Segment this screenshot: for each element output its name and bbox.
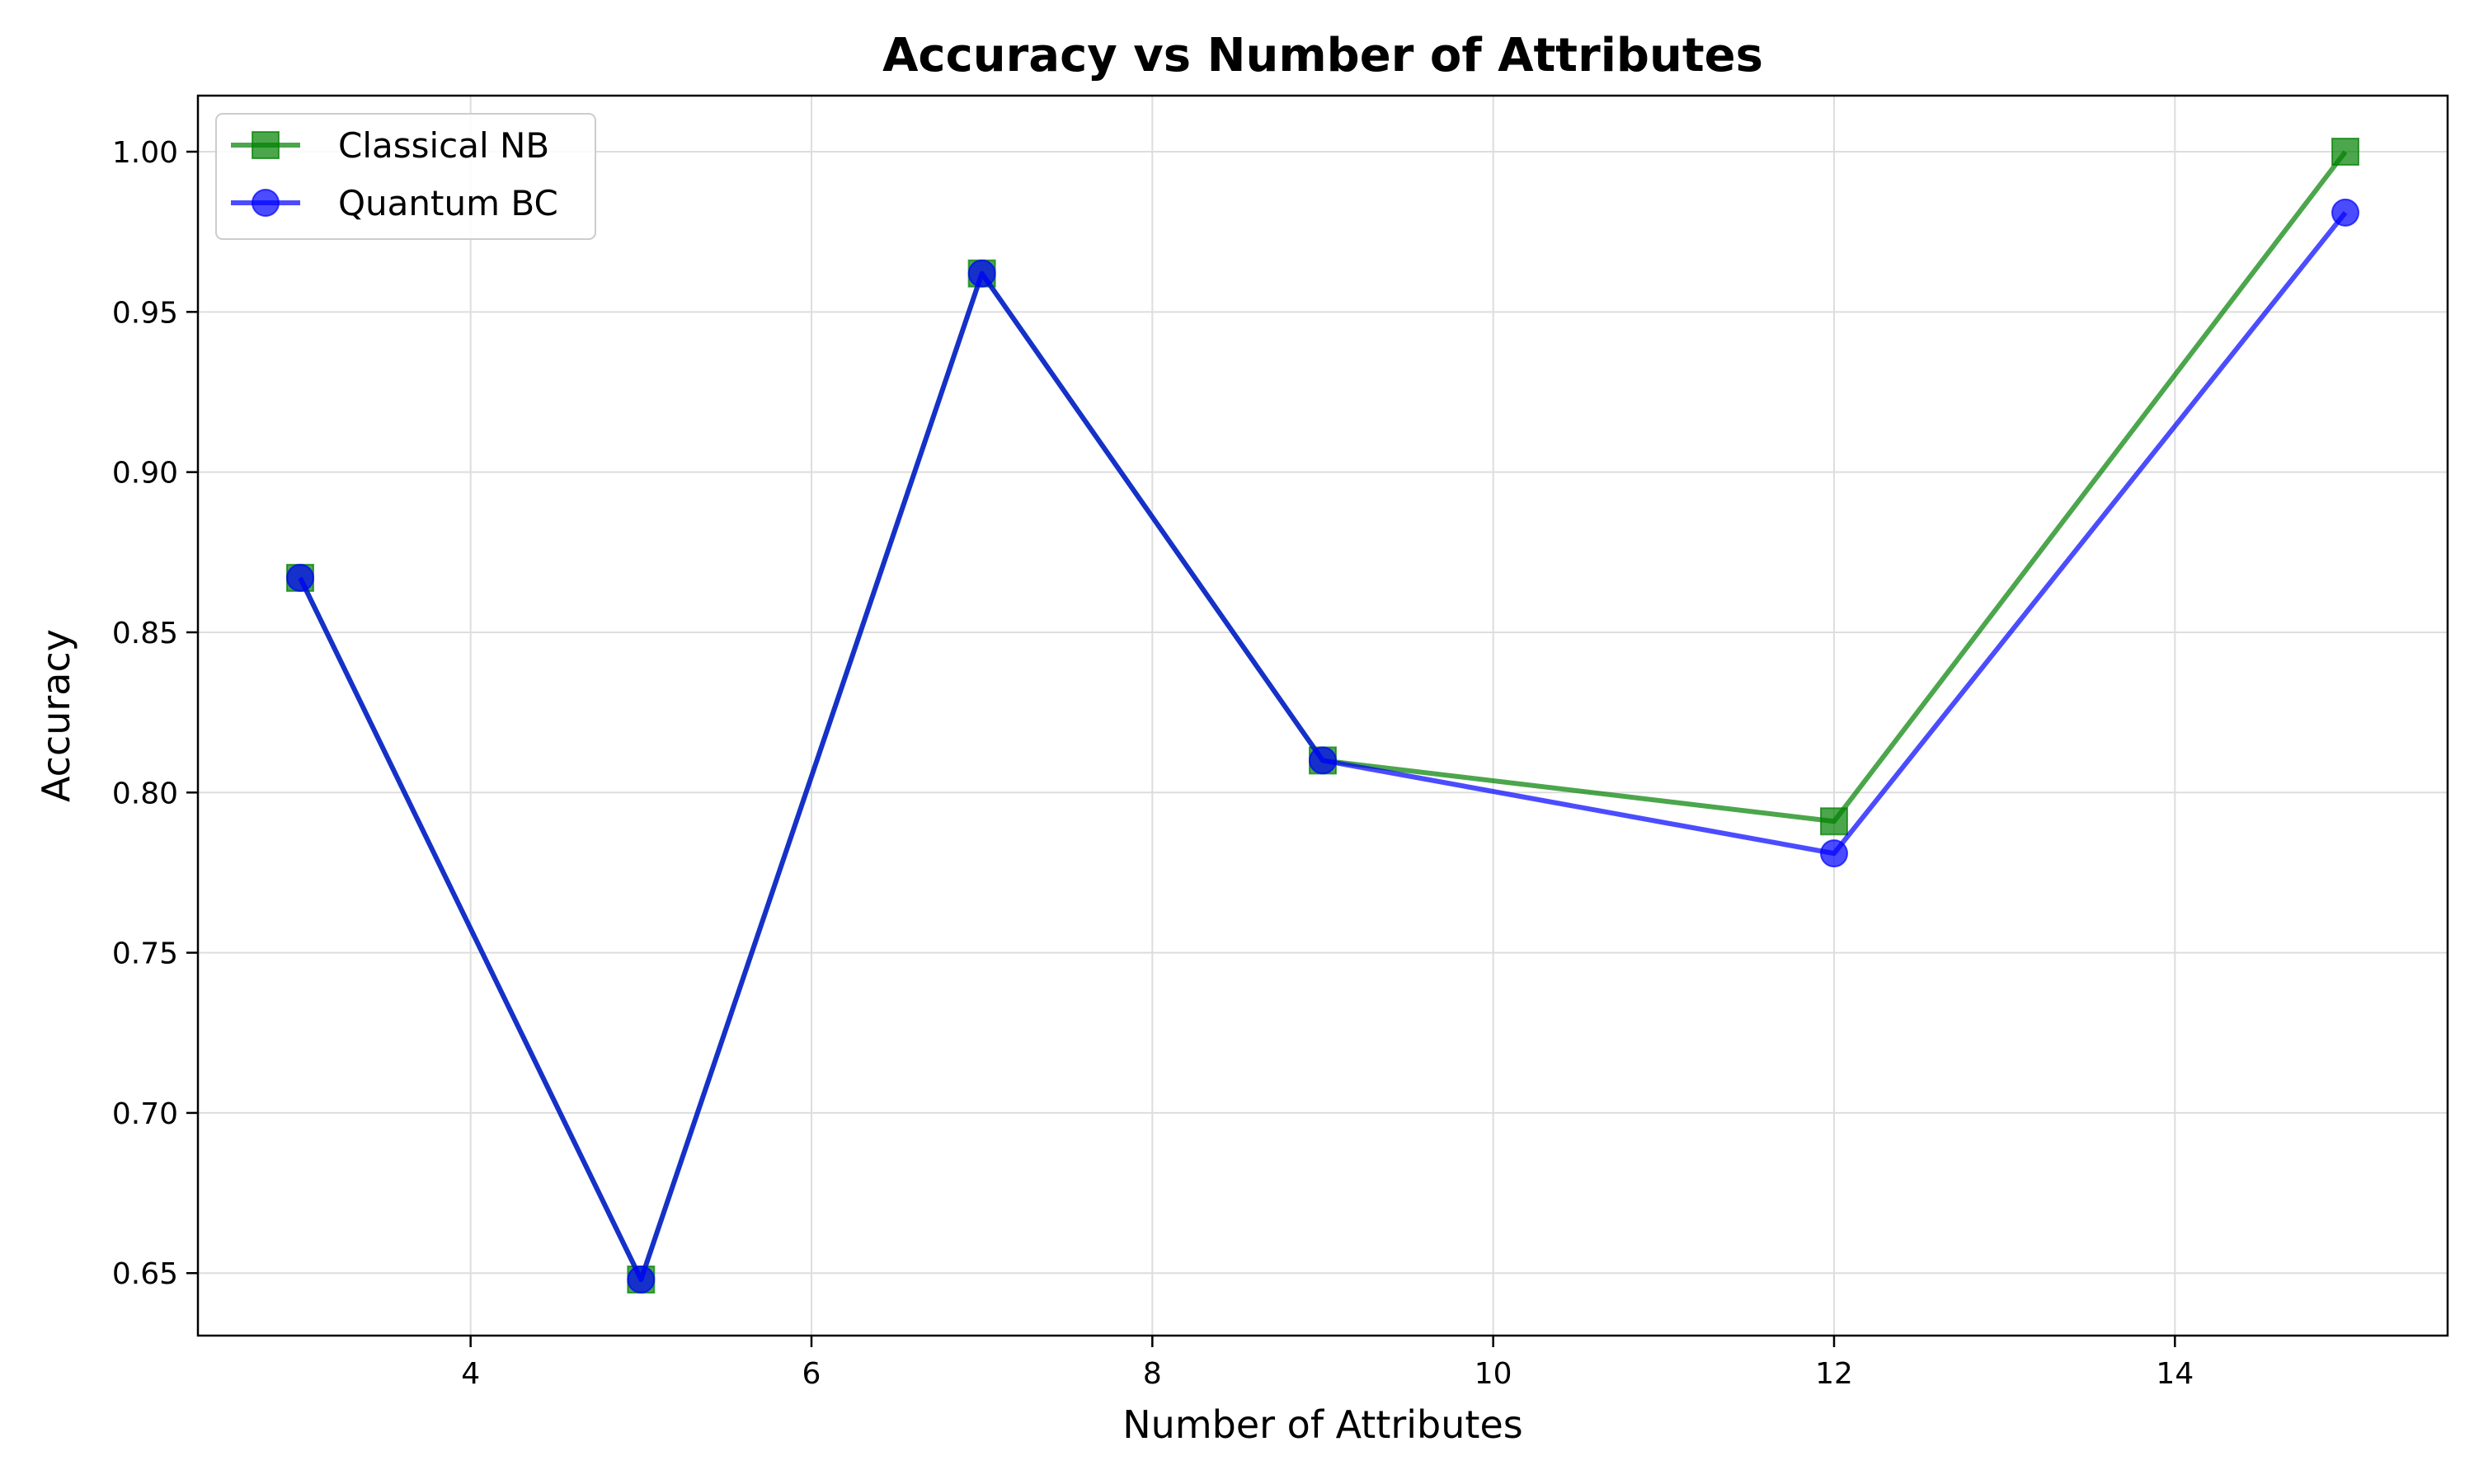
x-axis-label: Number of Attributes bbox=[1122, 1402, 1522, 1447]
legend: Classical NB Quantum BC bbox=[215, 113, 596, 240]
y-axis-label: Accuracy bbox=[34, 629, 78, 802]
x-axis-ticks: 4 6 8 10 12 14 bbox=[461, 1336, 2194, 1391]
data-point bbox=[1820, 807, 1848, 836]
legend-box bbox=[215, 113, 596, 240]
y-tick-label: 0.85 bbox=[112, 617, 178, 650]
data-point bbox=[967, 259, 996, 288]
y-tick-label: 0.70 bbox=[112, 1097, 178, 1131]
x-tick-label: 6 bbox=[802, 1357, 821, 1391]
legend-marker bbox=[252, 189, 280, 217]
x-tick-label: 4 bbox=[461, 1357, 480, 1391]
data-point bbox=[627, 1265, 656, 1294]
series-line bbox=[298, 210, 2348, 1282]
series-layer bbox=[286, 138, 2359, 1294]
data-point bbox=[1309, 746, 1337, 775]
x-tick-label: 10 bbox=[1475, 1357, 1512, 1391]
x-tick-label: 8 bbox=[1143, 1357, 1162, 1391]
legend-label: Quantum BC bbox=[338, 183, 558, 223]
data-point bbox=[1820, 839, 1848, 868]
legend-marker bbox=[252, 131, 280, 159]
grid-lines bbox=[198, 96, 2448, 1336]
y-axis-ticks: 0.65 0.70 0.75 0.80 0.85 0.90 0.95 1.00 bbox=[112, 136, 198, 1291]
legend-label: Classical NB bbox=[338, 125, 549, 166]
x-tick-label: 14 bbox=[2156, 1357, 2194, 1391]
data-point bbox=[2331, 138, 2359, 167]
y-tick-label: 0.80 bbox=[112, 777, 178, 810]
y-tick-label: 1.00 bbox=[112, 136, 178, 170]
y-tick-label: 0.65 bbox=[112, 1257, 178, 1291]
legend-item: Classical NB bbox=[231, 125, 549, 166]
data-point bbox=[2331, 198, 2359, 227]
y-tick-label: 0.75 bbox=[112, 937, 178, 971]
y-tick-label: 0.90 bbox=[112, 457, 178, 491]
series-line bbox=[298, 150, 2348, 1282]
data-point bbox=[286, 563, 314, 592]
series-quantum-bc bbox=[286, 198, 2359, 1294]
chart-title: Accuracy vs Number of Attributes bbox=[882, 29, 1763, 82]
y-tick-label: 0.95 bbox=[112, 296, 178, 330]
legend-item: Quantum BC bbox=[231, 183, 558, 223]
x-tick-label: 12 bbox=[1815, 1357, 1853, 1391]
plot-frame bbox=[196, 94, 2449, 1337]
